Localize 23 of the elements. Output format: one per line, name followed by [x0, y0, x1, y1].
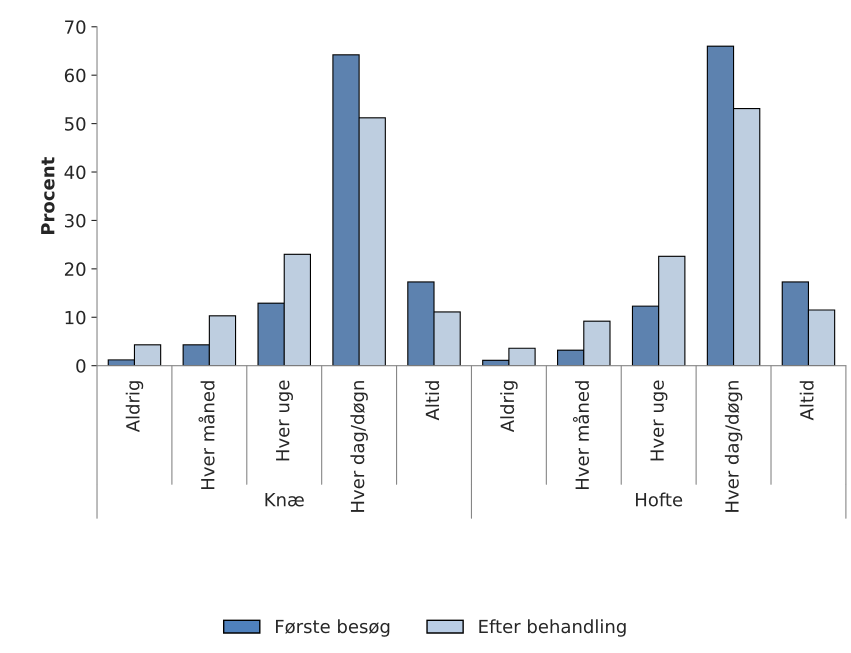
- legend-label: Efter behandling: [479, 619, 626, 637]
- y-tick-label: 10: [66, 310, 86, 324]
- text: Hofte: [636, 492, 682, 506]
- x-tick-label: Hver uge: [276, 380, 293, 460]
- x-tick-label: Hver dag/døgn: [724, 381, 742, 512]
- x-tick-label: Altid: [425, 381, 440, 420]
- x-tick-label: Altid: [800, 381, 814, 420]
- y-tick-label: 20: [64, 262, 86, 276]
- x-tick-label: Hver måned: [198, 381, 215, 489]
- x-tick-label: Hver uge: [650, 380, 668, 460]
- x-tick-label: Hver dag/døgn: [350, 381, 368, 512]
- y-axis-title: Procent: [41, 157, 55, 234]
- x-tick-label: Aldrig: [126, 381, 144, 432]
- y-tick-label: 70: [65, 20, 86, 34]
- y-tick-label: 30: [65, 214, 86, 228]
- x-tick-label: Aldrig: [500, 381, 518, 432]
- text: Knæ: [266, 493, 304, 506]
- legend-label: Første besøg: [276, 619, 390, 637]
- y-tick-label: 0: [76, 359, 86, 373]
- x-tick-label: Hver måned: [572, 381, 590, 489]
- y-tick-label: 40: [64, 165, 86, 180]
- y-tick-label: 60: [64, 68, 86, 82]
- y-tick-label: 50: [65, 117, 86, 131]
